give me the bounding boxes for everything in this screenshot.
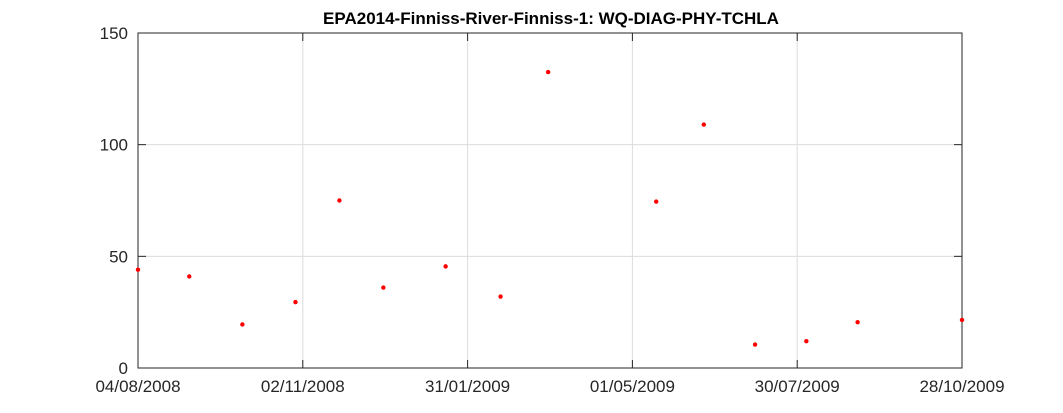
data-point (240, 322, 245, 327)
data-point (959, 317, 965, 323)
data-point (498, 294, 503, 299)
y-tick-label: 150 (100, 24, 128, 43)
data-point (855, 320, 860, 325)
data-point (752, 342, 758, 347)
x-tick-label: 31/01/2009 (425, 377, 510, 396)
tick-labels: 04/08/2008 02/11/2008 31/01/2009 01/05/2009… (95, 24, 1004, 396)
y-tick-label: 100 (100, 136, 128, 155)
data-point (545, 69, 551, 75)
data-point (337, 198, 342, 203)
data-point (804, 339, 809, 344)
y-tick-label: 50 (109, 247, 128, 266)
data-point (654, 199, 659, 204)
data-point (293, 299, 298, 305)
data-point (701, 122, 707, 127)
data-points (135, 69, 965, 347)
x-tick-label: 30/07/2009 (755, 377, 840, 396)
data-point (381, 285, 386, 290)
plot-frame (137, 32, 963, 369)
axis-ticks (137, 32, 963, 369)
x-tick-label: 28/10/2009 (919, 377, 1004, 396)
x-tick-label: 02/11/2008 (261, 377, 345, 396)
data-point (135, 267, 141, 272)
x-tick-label: 04/08/2008 (95, 377, 180, 396)
chart-title: EPA2014-Finniss-River-Finniss-1: WQ-DIAG… (323, 9, 779, 28)
x-tick-label: 01/05/2009 (590, 377, 675, 396)
grid-lines (137, 32, 963, 369)
data-point (187, 274, 192, 279)
data-point (443, 264, 448, 269)
y-tick-label: 0 (119, 359, 128, 378)
